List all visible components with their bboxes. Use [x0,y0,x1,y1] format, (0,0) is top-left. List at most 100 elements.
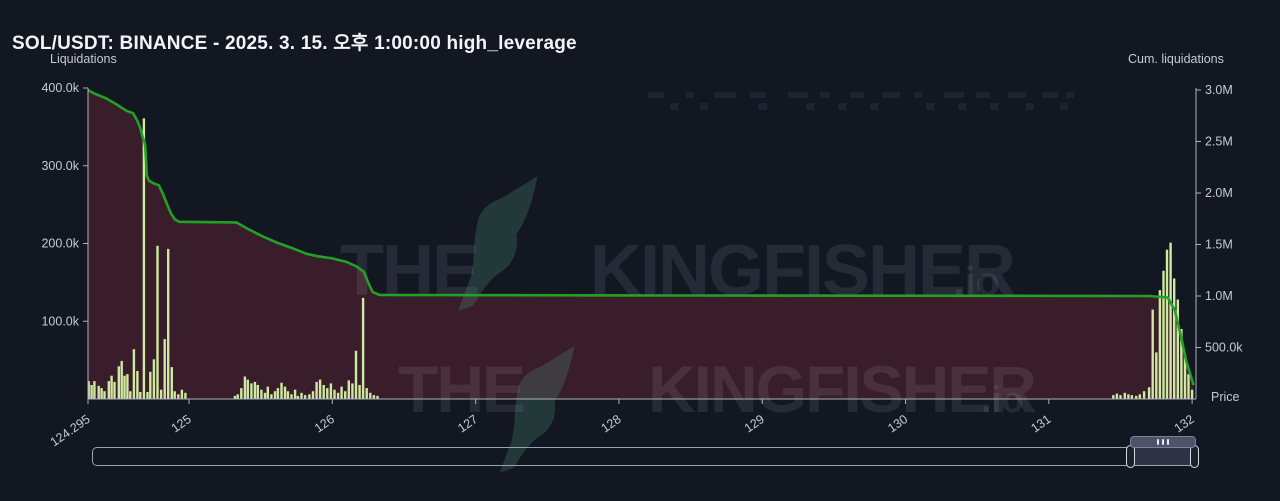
liquidation-bar [336,392,340,399]
liquidation-bar [1123,392,1126,399]
liquidation-bar [311,391,315,399]
left-axis-tick-label: 200.0k [41,237,79,251]
liquidation-bar [1176,299,1179,399]
liquidation-bar [347,380,350,399]
chart-title: SOL/USDT: BINANCE - 2025. 3. 15. 오후 1:00… [12,33,577,54]
liquidation-bar [1127,394,1130,399]
liquidation-bar [97,385,100,399]
liquidation-bar [117,366,120,399]
liquidation-bar [260,389,263,399]
liquidation-bar [152,359,156,399]
liquidation-bar [236,394,239,399]
scrollbar-selected-range[interactable] [1130,448,1196,465]
right-axis-tick-label: 2.0M [1205,186,1233,200]
liquidation-bar [266,386,269,399]
liquidation-bar [93,381,96,399]
liquidation-bar [1158,290,1162,399]
scrollbar-track[interactable] [92,447,1196,466]
liquidation-bar [146,392,149,399]
liquidation-bar [129,391,132,399]
liquidation-bar [329,383,333,399]
liquidation-bar [243,376,247,399]
liquidation-bar [1155,352,1158,399]
scrollbar-left-grip[interactable] [1126,445,1135,468]
liquidation-bar [1151,309,1154,399]
kingfisher-bird-icon [458,176,538,311]
liquidation-bar [139,392,142,399]
right-axis-tick-label: 1.0M [1205,289,1233,303]
liquidation-bar [1130,395,1134,399]
liquidation-bar [142,118,146,400]
cumulative-liquidations-line [87,88,1195,386]
liquidation-bar [340,386,343,399]
kingfisher-watermark: THE KINGFISHER.io [340,231,1017,311]
liquidation-bar [1135,395,1138,399]
scrollbar-right-grip[interactable] [1190,445,1199,468]
liquidation-bar [103,391,106,399]
liquidation-bar [326,388,329,399]
liquidation-bar [87,381,90,399]
liquidation-bar [1187,374,1190,399]
liquidation-bar [322,385,325,399]
left-axis-title: Liquidations [50,52,117,66]
kingfisher-bird-icon [499,345,575,473]
liquidation-bar [1115,393,1119,399]
right-axis-tick-label: 3.0M [1205,83,1233,97]
liquidation-bar [256,385,259,399]
liquidation-bar [372,395,376,399]
svg-text:KINGFISHER: KINGFISHER [590,231,1015,311]
liquidation-bar [90,385,93,399]
svg-text:KINGFISHER: KINGFISHER [648,352,1036,426]
x-axis-tick-label: 126 [312,412,337,435]
liquidation-bar [293,389,297,399]
liquidation-bar [132,349,136,399]
x-axis-tick-label: 128 [599,412,624,435]
liquidation-bar [276,388,280,399]
liquidation-bar [1180,329,1183,399]
liquidation-bar [270,394,273,399]
liquidation-bar [1190,389,1194,399]
liquidation-bar [1173,278,1176,399]
liquidation-bar [1119,395,1122,399]
x-axis-title: Price [1211,390,1240,404]
liquidation-bar [273,391,277,399]
right-axis-tick-label: 1.5M [1205,238,1233,252]
left-axis-tick-label: 300.0k [41,159,79,173]
x-axis-tick-label: 125 [169,412,194,435]
liquidation-bar [286,391,290,399]
liquidation-bar [280,382,283,399]
liquidation-bar [240,388,243,399]
liquidation-bar [163,339,166,399]
liquidation-bar [1112,395,1115,399]
liquidation-bar [300,392,303,399]
liquidation-bar [283,386,287,399]
liquidation-bar [315,381,318,399]
liquidation-bar [290,394,293,399]
liquidation-bar [1162,270,1165,399]
liquidation-bar [1147,387,1151,399]
liquidation-bar [177,394,180,399]
liquidation-bar [361,297,365,399]
liquidation-bar [376,395,379,399]
liquidation-bar [1142,391,1146,399]
axes [83,87,1201,404]
liquidation-bar [110,375,113,399]
liquidation-bar [344,391,347,399]
dash-decoration [648,92,1074,110]
liquidation-bar [296,395,300,399]
scrollbar-drag-handle[interactable] [1130,436,1196,448]
liquidation-bars [87,118,1194,400]
liquidation-bar [333,389,336,399]
liquidation-bar [246,379,249,399]
liquidation-bar [149,371,152,399]
right-axis-title: Cum. liquidations [1128,52,1224,66]
left-axis-tick-label: 400.0k [41,81,79,95]
liquidation-bar [120,360,123,399]
liquidation-bar [250,383,253,399]
svg-text:.io: .io [954,260,1000,304]
liquidation-bar [180,389,184,399]
liquidation-bar [126,374,129,399]
x-axis-tick-label: 132 [1172,412,1197,435]
